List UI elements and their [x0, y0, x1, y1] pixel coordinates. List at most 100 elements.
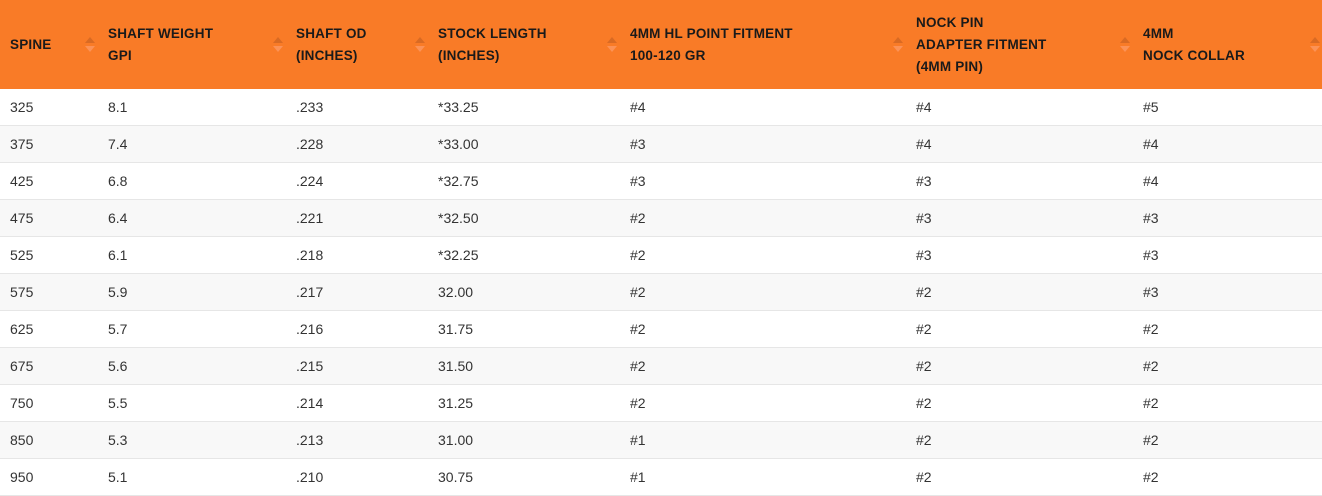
table-body: 325 8.1.233 *33.25 #4 #4 #5 375 7.4.228 *33.00 #3… — [0, 89, 1322, 496]
table-row: 475 6.4.221 *32.50 #2 #3 #3 — [0, 199, 1322, 237]
cell-nock-pin-adapter: #2 — [906, 421, 1133, 459]
cell-nock-collar: #4 — [1133, 125, 1322, 163]
cell-hl-point-fitment: #2 — [620, 273, 906, 311]
column-header-line: GPI — [108, 47, 132, 63]
table-row: 425 6.8.224 *32.75 #3 #3 #4 — [0, 162, 1322, 200]
table-row: 325 8.1.233 *33.25 #4 #4 #5 — [0, 89, 1322, 126]
column-header-line: NOCK PIN — [916, 14, 984, 30]
sort-ascending-icon[interactable] — [1119, 37, 1130, 43]
column-header-line: 4MM HL POINT FITMENT — [630, 25, 793, 41]
sort-ascending-icon[interactable] — [1309, 37, 1320, 43]
cell-nock-pin-adapter: #3 — [906, 162, 1133, 200]
column-header-line: 4MM — [1143, 25, 1174, 41]
cell-shaft-weight-gpi: 5.6 — [98, 347, 286, 385]
cell-spine: 575 — [0, 273, 98, 311]
cell-nock-pin-adapter: #2 — [906, 384, 1133, 422]
column-header-line: SPINE — [10, 36, 52, 52]
cell-nock-collar: #3 — [1133, 273, 1322, 311]
column-header-spine[interactable]: SPINE — [0, 0, 98, 89]
header-row: SPINE SHAFT WEIGHT GPI SHAFT OD (INCHES) STOC… — [0, 0, 1322, 89]
cell-spine: 675 — [0, 347, 98, 385]
cell-stock-length: *32.50 — [428, 199, 620, 237]
sort-descending-icon[interactable] — [1119, 46, 1130, 52]
cell-nock-collar: #5 — [1133, 89, 1322, 126]
cell-stock-length: *32.75 — [428, 162, 620, 200]
cell-hl-point-fitment: #1 — [620, 421, 906, 459]
cell-spine: 625 — [0, 310, 98, 348]
cell-hl-point-fitment: #2 — [620, 310, 906, 348]
cell-shaft-od: .214 — [286, 384, 428, 422]
cell-shaft-weight-gpi: 5.7 — [98, 310, 286, 348]
sort-ascending-icon[interactable] — [892, 37, 903, 43]
cell-spine: 850 — [0, 421, 98, 459]
sort-ascending-icon[interactable] — [84, 37, 95, 43]
cell-spine: 425 — [0, 162, 98, 200]
cell-nock-collar: #3 — [1133, 199, 1322, 237]
cell-hl-point-fitment: #1 — [620, 458, 906, 496]
cell-hl-point-fitment: #2 — [620, 347, 906, 385]
cell-nock-pin-adapter: #4 — [906, 89, 1133, 126]
sort-toggle-nock-pin-adapter[interactable] — [892, 33, 903, 57]
table-row: 575 5.9.217 32.00 #2 #2 #3 — [0, 273, 1322, 311]
sort-toggle-table-right-edge[interactable] — [1309, 33, 1320, 57]
sort-ascending-icon[interactable] — [414, 37, 425, 43]
cell-shaft-weight-gpi: 5.1 — [98, 458, 286, 496]
sort-descending-icon[interactable] — [414, 46, 425, 52]
column-header-line: NOCK COLLAR — [1143, 47, 1245, 63]
cell-shaft-weight-gpi: 5.3 — [98, 421, 286, 459]
cell-shaft-od: .216 — [286, 310, 428, 348]
cell-nock-collar: #2 — [1133, 347, 1322, 385]
table-header: SPINE SHAFT WEIGHT GPI SHAFT OD (INCHES) STOC… — [0, 0, 1322, 89]
column-header-hl-point-fitment[interactable]: 4MM HL POINT FITMENT 100-120 GR — [606, 0, 906, 89]
cell-nock-pin-adapter: #3 — [906, 236, 1133, 274]
cell-nock-collar: #2 — [1133, 458, 1322, 496]
table-row: 525 6.1.218 *32.25 #2 #3 #3 — [0, 236, 1322, 274]
sort-ascending-icon[interactable] — [272, 37, 283, 43]
table-row: 950 5.1.210 30.75 #1 #2 #2 — [0, 458, 1322, 496]
sort-toggle-shaft-weight-gpi[interactable] — [84, 33, 95, 57]
cell-stock-length: 31.50 — [428, 347, 620, 385]
sort-descending-icon[interactable] — [1309, 46, 1320, 52]
cell-nock-collar: #3 — [1133, 236, 1322, 274]
column-header-line: SHAFT WEIGHT — [108, 25, 214, 41]
sort-descending-icon[interactable] — [272, 46, 283, 52]
cell-stock-length: 31.25 — [428, 384, 620, 422]
sort-ascending-icon[interactable] — [606, 37, 617, 43]
cell-nock-pin-adapter: #2 — [906, 273, 1133, 311]
cell-nock-collar: #2 — [1133, 421, 1322, 459]
table-row: 850 5.3.213 31.00 #1 #2 #2 — [0, 421, 1322, 459]
column-header-label-spine: SPINE — [0, 34, 98, 56]
table-row: 375 7.4.228 *33.00 #3 #4 #4 — [0, 125, 1322, 163]
cell-nock-collar: #2 — [1133, 384, 1322, 422]
cell-shaft-od: .233 — [286, 89, 428, 126]
sort-toggle-nock-collar[interactable] — [1119, 33, 1130, 57]
sort-descending-icon[interactable] — [606, 46, 617, 52]
cell-nock-pin-adapter: #4 — [906, 125, 1133, 163]
cell-spine: 750 — [0, 384, 98, 422]
column-header-nock-pin-adapter[interactable]: NOCK PIN ADAPTER FITMENT (4MM PIN) — [892, 0, 1133, 89]
column-header-label-shaft-weight-gpi: SHAFT WEIGHT GPI — [98, 23, 286, 67]
sort-toggle-hl-point-fitment[interactable] — [606, 33, 617, 57]
cell-shaft-od: .215 — [286, 347, 428, 385]
column-header-label-nock-collar: 4MM NOCK COLLAR — [1133, 23, 1322, 67]
column-header-shaft-weight-gpi[interactable]: SHAFT WEIGHT GPI — [84, 0, 286, 89]
cell-shaft-weight-gpi: 7.4 — [98, 125, 286, 163]
sort-toggle-stock-length[interactable] — [414, 33, 425, 57]
column-header-line: (INCHES) — [438, 47, 500, 63]
sort-descending-icon[interactable] — [84, 46, 95, 52]
sort-toggle-shaft-od[interactable] — [272, 33, 283, 57]
table-row: 675 5.6.215 31.50 #2 #2 #2 — [0, 347, 1322, 385]
column-header-nock-collar[interactable]: 4MM NOCK COLLAR — [1119, 0, 1322, 89]
table-row: 625 5.7.216 31.75 #2 #2 #2 — [0, 310, 1322, 348]
column-header-line: STOCK LENGTH — [438, 25, 547, 41]
column-header-stock-length[interactable]: STOCK LENGTH (INCHES) — [414, 0, 620, 89]
cell-stock-length: *33.00 — [428, 125, 620, 163]
column-header-label-stock-length: STOCK LENGTH (INCHES) — [428, 23, 620, 67]
cell-shaft-od: .224 — [286, 162, 428, 200]
cell-hl-point-fitment: #2 — [620, 384, 906, 422]
cell-stock-length: 31.75 — [428, 310, 620, 348]
column-header-shaft-od[interactable]: SHAFT OD (INCHES) — [272, 0, 428, 89]
cell-shaft-od: .218 — [286, 236, 428, 274]
sort-descending-icon[interactable] — [892, 46, 903, 52]
column-header-label-nock-pin-adapter: NOCK PIN ADAPTER FITMENT (4MM PIN) — [906, 12, 1133, 78]
